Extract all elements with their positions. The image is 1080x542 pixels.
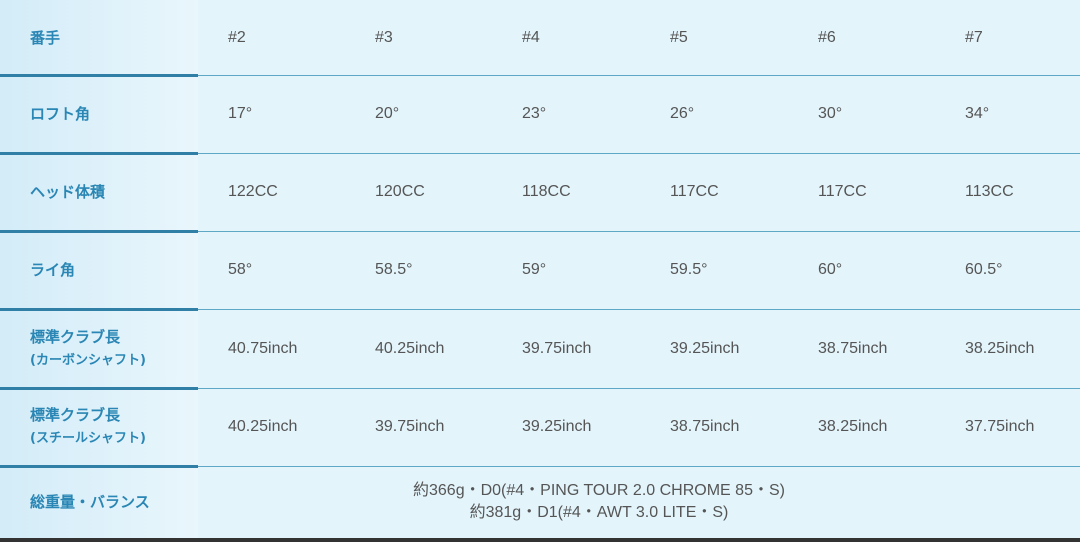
table-cell: 40.25inch	[228, 418, 298, 435]
row-divider-left	[0, 465, 198, 468]
row-cells: #2 #3 #4 #5 #6 #7	[198, 0, 1080, 75]
row-cells: 58° 58.5° 59° 59.5° 60° 60.5°	[198, 231, 1080, 309]
table-cell: 117CC	[818, 183, 867, 200]
table-cell: #2	[228, 28, 246, 46]
table-cell: 38.75inch	[818, 339, 888, 357]
table-row-weight: 総重量・バランス 約366g・D0(#4・PING TOUR 2.0 CHROME…	[0, 466, 1080, 538]
table-cell: 39.75inch	[522, 339, 592, 357]
row-divider-right	[198, 309, 1080, 310]
table-cell: 17°	[228, 105, 253, 122]
row-header: 標準クラブ長 (スチールシャフト)	[0, 388, 198, 466]
row-header: ロフト角	[0, 75, 198, 153]
row-divider-right	[198, 388, 1080, 389]
table-cell: 59.5°	[670, 261, 708, 278]
row-divider-left	[0, 308, 198, 311]
row-header: 番手	[0, 0, 198, 75]
row-sublabel: (スチールシャフト)	[30, 431, 146, 446]
row-cells: 122CC 120CC 118CC 117CC 117CC 113CC	[198, 153, 1080, 231]
table-cell: 20°	[375, 105, 400, 122]
row-divider-left	[0, 74, 198, 77]
row-label: ロフト角	[30, 105, 91, 123]
table-cell: 60°	[818, 261, 843, 278]
weight-line: 約366g・D0(#4・PING TOUR 2.0 CHROME 85・S)	[413, 482, 785, 499]
table-row: ヘッド体積 122CC 120CC 118CC 117CC 117CC 113CC	[0, 153, 1080, 231]
bottom-border	[0, 538, 1080, 542]
table-cell: 26°	[670, 105, 695, 122]
table-row: ロフト角 17° 20° 23° 26° 30° 34°	[0, 75, 1080, 153]
row-cells: 約366g・D0(#4・PING TOUR 2.0 CHROME 85・S) 約3…	[198, 466, 1080, 538]
row-header: 標準クラブ長 (カーボンシャフト)	[0, 309, 198, 388]
row-divider	[0, 230, 1080, 233]
table-cell: 58°	[228, 261, 253, 278]
row-divider	[0, 387, 1080, 390]
row-divider-right	[198, 75, 1080, 76]
table-cell: 118CC	[522, 183, 571, 200]
row-divider	[0, 308, 1080, 311]
table-cell: 40.75inch	[228, 339, 298, 357]
row-divider	[0, 152, 1080, 155]
table-cell: 38.25inch	[818, 418, 888, 435]
table-cell: 38.75inch	[670, 418, 740, 435]
table-cell: 39.75inch	[375, 418, 445, 435]
row-label: ヘッド体積	[30, 183, 106, 201]
row-cells: 17° 20° 23° 26° 30° 34°	[198, 75, 1080, 153]
row-divider-right	[198, 231, 1080, 232]
row-cells: 40.75inch 40.25inch 39.75inch 39.25inch 38.7…	[198, 309, 1080, 388]
table-cell: 117CC	[670, 183, 719, 200]
table-row: ライ角 58° 58.5° 59° 59.5° 60° 60.5°	[0, 231, 1080, 309]
table-row: 標準クラブ長 (スチールシャフト) 40.25inch 39.75inch 39.25i…	[0, 388, 1080, 466]
table-cell: 38.25inch	[965, 339, 1035, 357]
row-label: 番手	[30, 28, 61, 47]
weight-line: 約381g・D1(#4・AWT 3.0 LITE・S)	[469, 504, 729, 521]
table-cell: 39.25inch	[522, 418, 592, 435]
row-divider	[0, 74, 1080, 77]
weight-value: 約366g・D0(#4・PING TOUR 2.0 CHROME 85・S) 約3…	[198, 466, 1080, 538]
table-cell: 23°	[522, 105, 547, 122]
table-cell: 30°	[818, 105, 843, 122]
row-divider-right	[198, 153, 1080, 154]
row-sublabel: (カーボンシャフト)	[30, 352, 146, 368]
row-divider-left	[0, 387, 198, 390]
table-cell: 122CC	[228, 183, 278, 200]
row-header: ライ角	[0, 231, 198, 309]
table-row: 標準クラブ長 (カーボンシャフト) 40.75inch 40.25inch 39.75i…	[0, 309, 1080, 388]
table-cell: 113CC	[965, 183, 1014, 200]
table-cell: #6	[818, 28, 836, 46]
row-divider-right	[198, 466, 1080, 467]
table-cell: 39.25inch	[670, 339, 740, 357]
table-cell: 58.5°	[375, 261, 413, 278]
row-label: 総重量・バランス	[30, 493, 150, 511]
table-cell: #5	[670, 28, 688, 46]
row-label: 標準クラブ長	[30, 406, 121, 424]
table-cell: 34°	[965, 105, 990, 122]
row-header: ヘッド体積	[0, 153, 198, 231]
table-cell: 60.5°	[965, 261, 1003, 278]
table-cell: 59°	[522, 261, 547, 278]
row-divider-left	[0, 152, 198, 155]
row-label: ライ角	[30, 261, 76, 279]
table-cell: #3	[375, 28, 393, 46]
table-cell: 40.25inch	[375, 339, 445, 357]
table-row: 番手 #2 #3 #4 #5 #6 #7	[0, 0, 1080, 75]
row-cells: 40.25inch 39.75inch 39.25inch 38.75inch 38.2…	[198, 388, 1080, 466]
row-label: 標準クラブ長	[30, 327, 121, 346]
table-cell: 37.75inch	[965, 418, 1035, 435]
row-header: 総重量・バランス	[0, 466, 198, 538]
table-cell: #7	[965, 28, 983, 46]
table-cell: 120CC	[375, 183, 425, 200]
row-divider-left	[0, 230, 198, 233]
row-divider	[0, 465, 1080, 468]
table-cell: #4	[522, 28, 540, 46]
